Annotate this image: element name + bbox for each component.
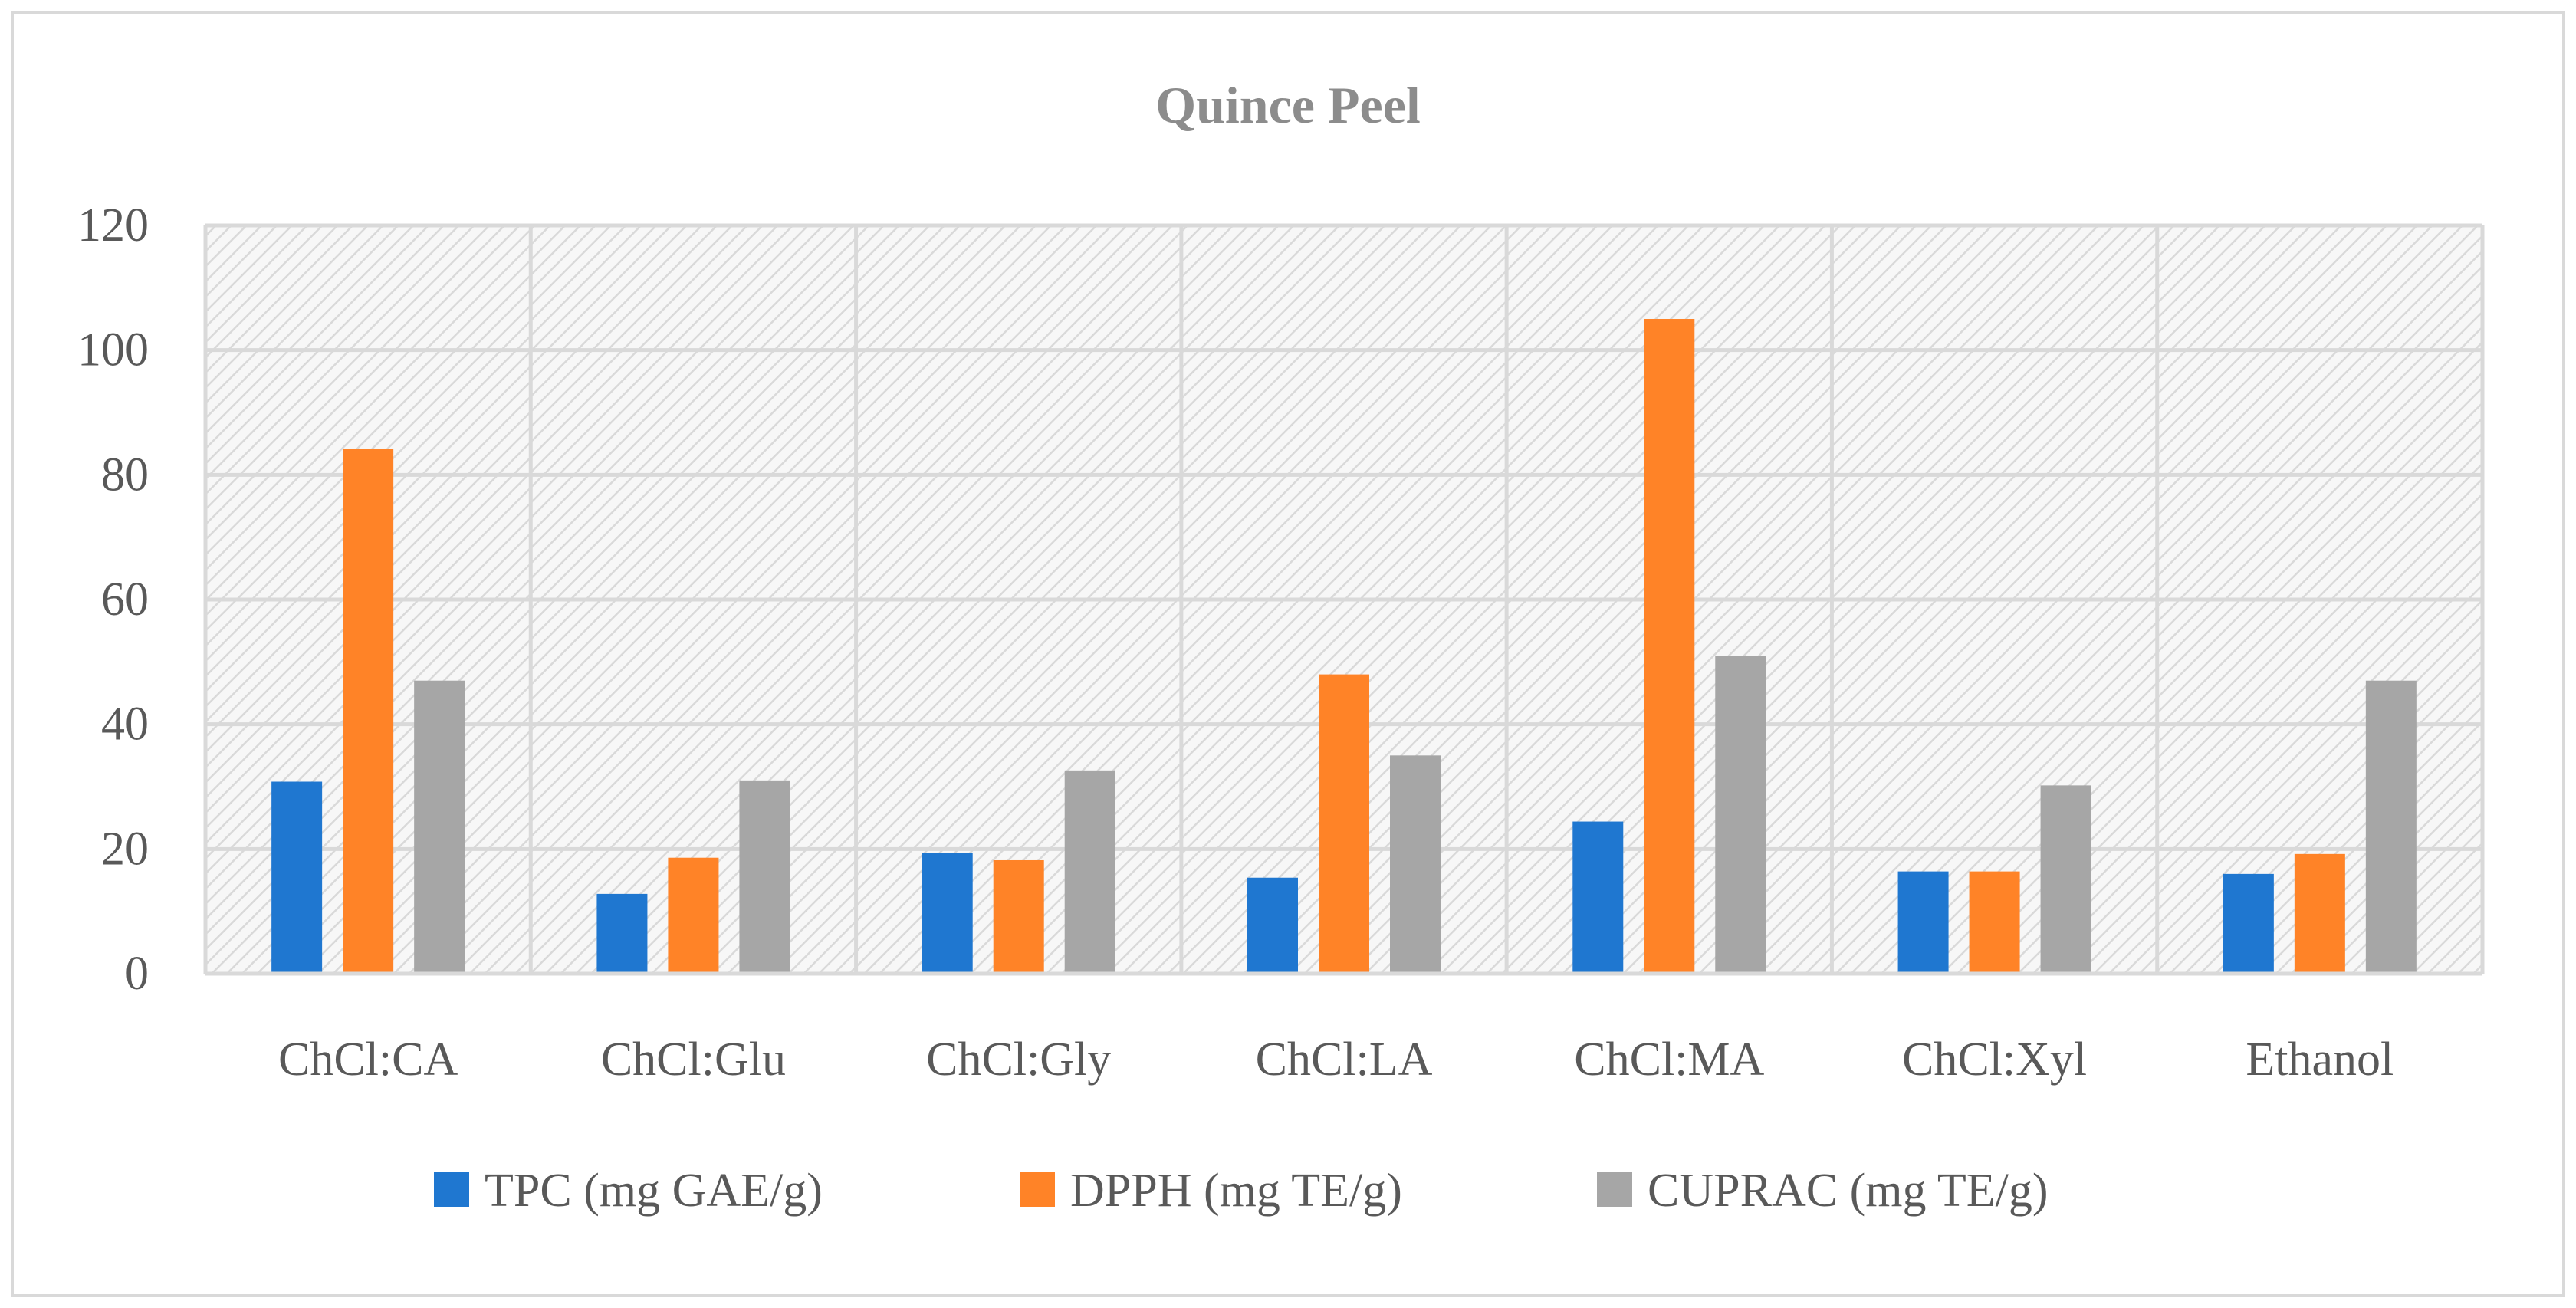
x-tick-label: ChCl:LA xyxy=(1256,1034,1433,1086)
x-tick-label: Ethanol xyxy=(2246,1034,2394,1086)
bar-cuprac xyxy=(1064,770,1116,974)
bar-tpc xyxy=(1572,821,1624,974)
x-tick-label: ChCl:Glu xyxy=(601,1034,786,1086)
bar-dpph xyxy=(668,857,719,974)
bar-cuprac xyxy=(1390,755,1441,974)
bar-tpc xyxy=(2223,873,2274,974)
y-tick-label: 120 xyxy=(77,199,149,251)
bar-tpc xyxy=(1898,871,1949,974)
bar-dpph xyxy=(2294,853,2345,974)
x-axis: ChCl:CA ChCl:Glu ChCl:Gly ChCl:LA ChCl:MA ChC… xyxy=(205,971,2482,1086)
legend-swatch xyxy=(434,1172,469,1207)
bar-tpc xyxy=(922,853,973,974)
legend-swatch xyxy=(1020,1172,1055,1207)
x-tick-label: ChCl:Gly xyxy=(926,1034,1111,1086)
bar-dpph xyxy=(1969,871,2020,974)
bar-dpph xyxy=(1644,319,1695,974)
bar-dpph xyxy=(1319,674,1369,974)
bar-cuprac xyxy=(2040,785,2091,974)
legend-label: TPC (mg GAE/g) xyxy=(485,1165,823,1217)
y-tick-label: 100 xyxy=(77,324,149,376)
y-axis: 0 20 40 60 80 100 120 xyxy=(77,199,149,1000)
bar-tpc xyxy=(1247,877,1298,974)
y-tick-label: 20 xyxy=(101,823,149,875)
bar-cuprac xyxy=(414,680,465,974)
y-tick-label: 40 xyxy=(101,698,149,751)
x-tick-label: ChCl:CA xyxy=(278,1034,458,1086)
x-tick-label: ChCl:MA xyxy=(1574,1034,1764,1086)
y-tick-label: 80 xyxy=(101,449,149,501)
bar-cuprac xyxy=(1715,656,1766,974)
bars xyxy=(271,319,2417,974)
y-tick-label: 0 xyxy=(125,948,149,1000)
legend: TPC (mg GAE/g) DPPH (mg TE/g) CUPRAC (mg T… xyxy=(434,1165,2048,1217)
bar-cuprac xyxy=(739,780,790,974)
legend-swatch xyxy=(1597,1172,1632,1207)
bar-tpc xyxy=(596,893,648,974)
legend-label: DPPH (mg TE/g) xyxy=(1070,1165,1402,1217)
legend-label: CUPRAC (mg TE/g) xyxy=(1648,1165,2048,1217)
bar-tpc xyxy=(271,781,323,974)
chart-title: Quince Peel xyxy=(1155,76,1421,134)
bar-dpph xyxy=(343,449,394,974)
y-tick-label: 60 xyxy=(101,573,149,626)
x-tick-label: ChCl:Xyl xyxy=(1902,1034,2087,1086)
bar-cuprac xyxy=(2365,680,2417,974)
bar-dpph xyxy=(993,859,1044,974)
